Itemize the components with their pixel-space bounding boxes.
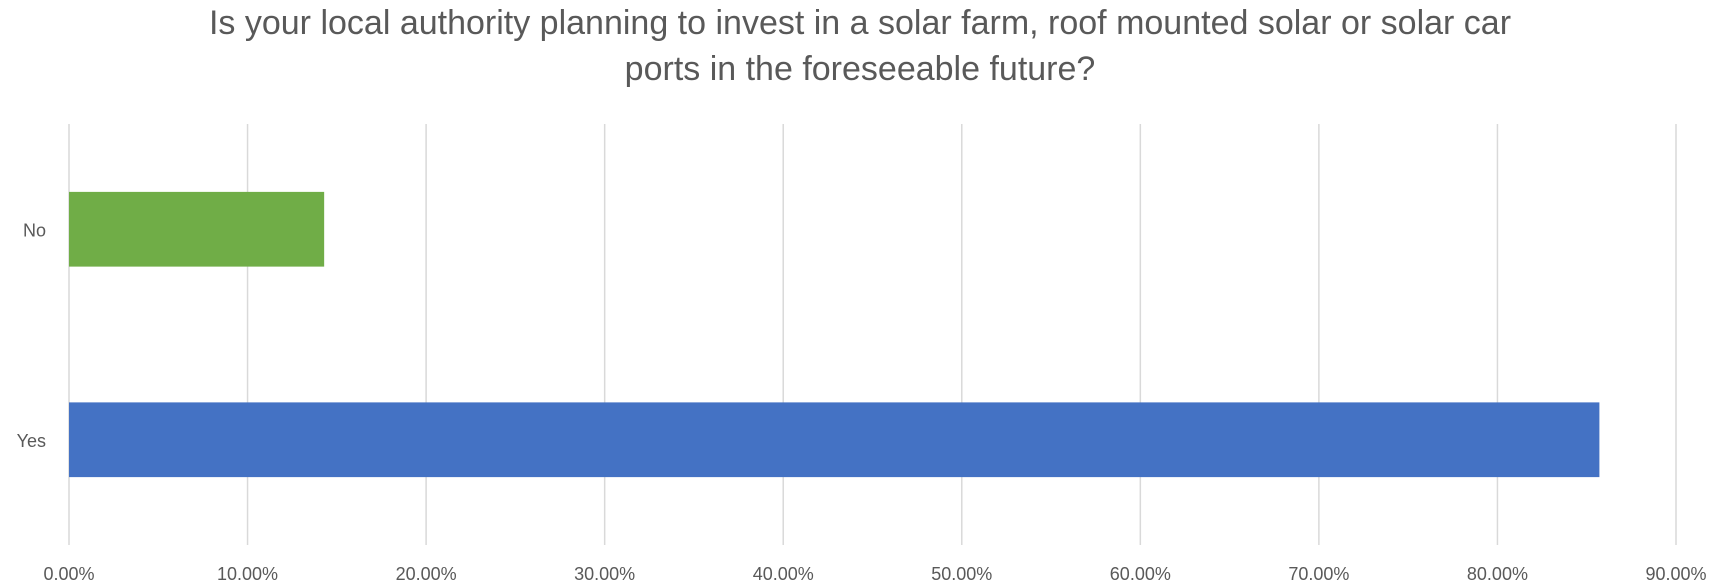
x-tick-label-3: 30.00% (574, 564, 635, 584)
x-tick-label-4: 40.00% (753, 564, 814, 584)
x-tick-label-2: 20.00% (396, 564, 457, 584)
x-tick-label-5: 50.00% (931, 564, 992, 584)
value-axis: 0.00% 10.00% 20.00% 30.00% 40.00% 50.00% 60.00… (43, 564, 1706, 584)
bar-no (69, 191, 325, 267)
x-tick-label-9: 90.00% (1645, 564, 1706, 584)
category-label-yes: Yes (17, 431, 46, 451)
chart-title: Is your local authority planning to inve… (150, 0, 1570, 92)
gridlines (68, 124, 1677, 545)
chart-title-line-1: Is your local authority planning to inve… (208, 4, 1512, 42)
chart-title-line-2: ports in the foreseeable future? (624, 50, 1096, 88)
x-tick-label-8: 80.00% (1467, 564, 1528, 584)
category-axis: No Yes (17, 220, 46, 451)
x-tick-label-6: 60.00% (1110, 564, 1171, 584)
bars (69, 191, 1600, 478)
bar-yes (69, 402, 1600, 478)
x-tick-label-7: 70.00% (1288, 564, 1349, 584)
x-tick-label-0: 0.00% (43, 564, 94, 584)
category-label-no: No (23, 220, 46, 240)
x-tick-label-1: 10.00% (217, 564, 278, 584)
